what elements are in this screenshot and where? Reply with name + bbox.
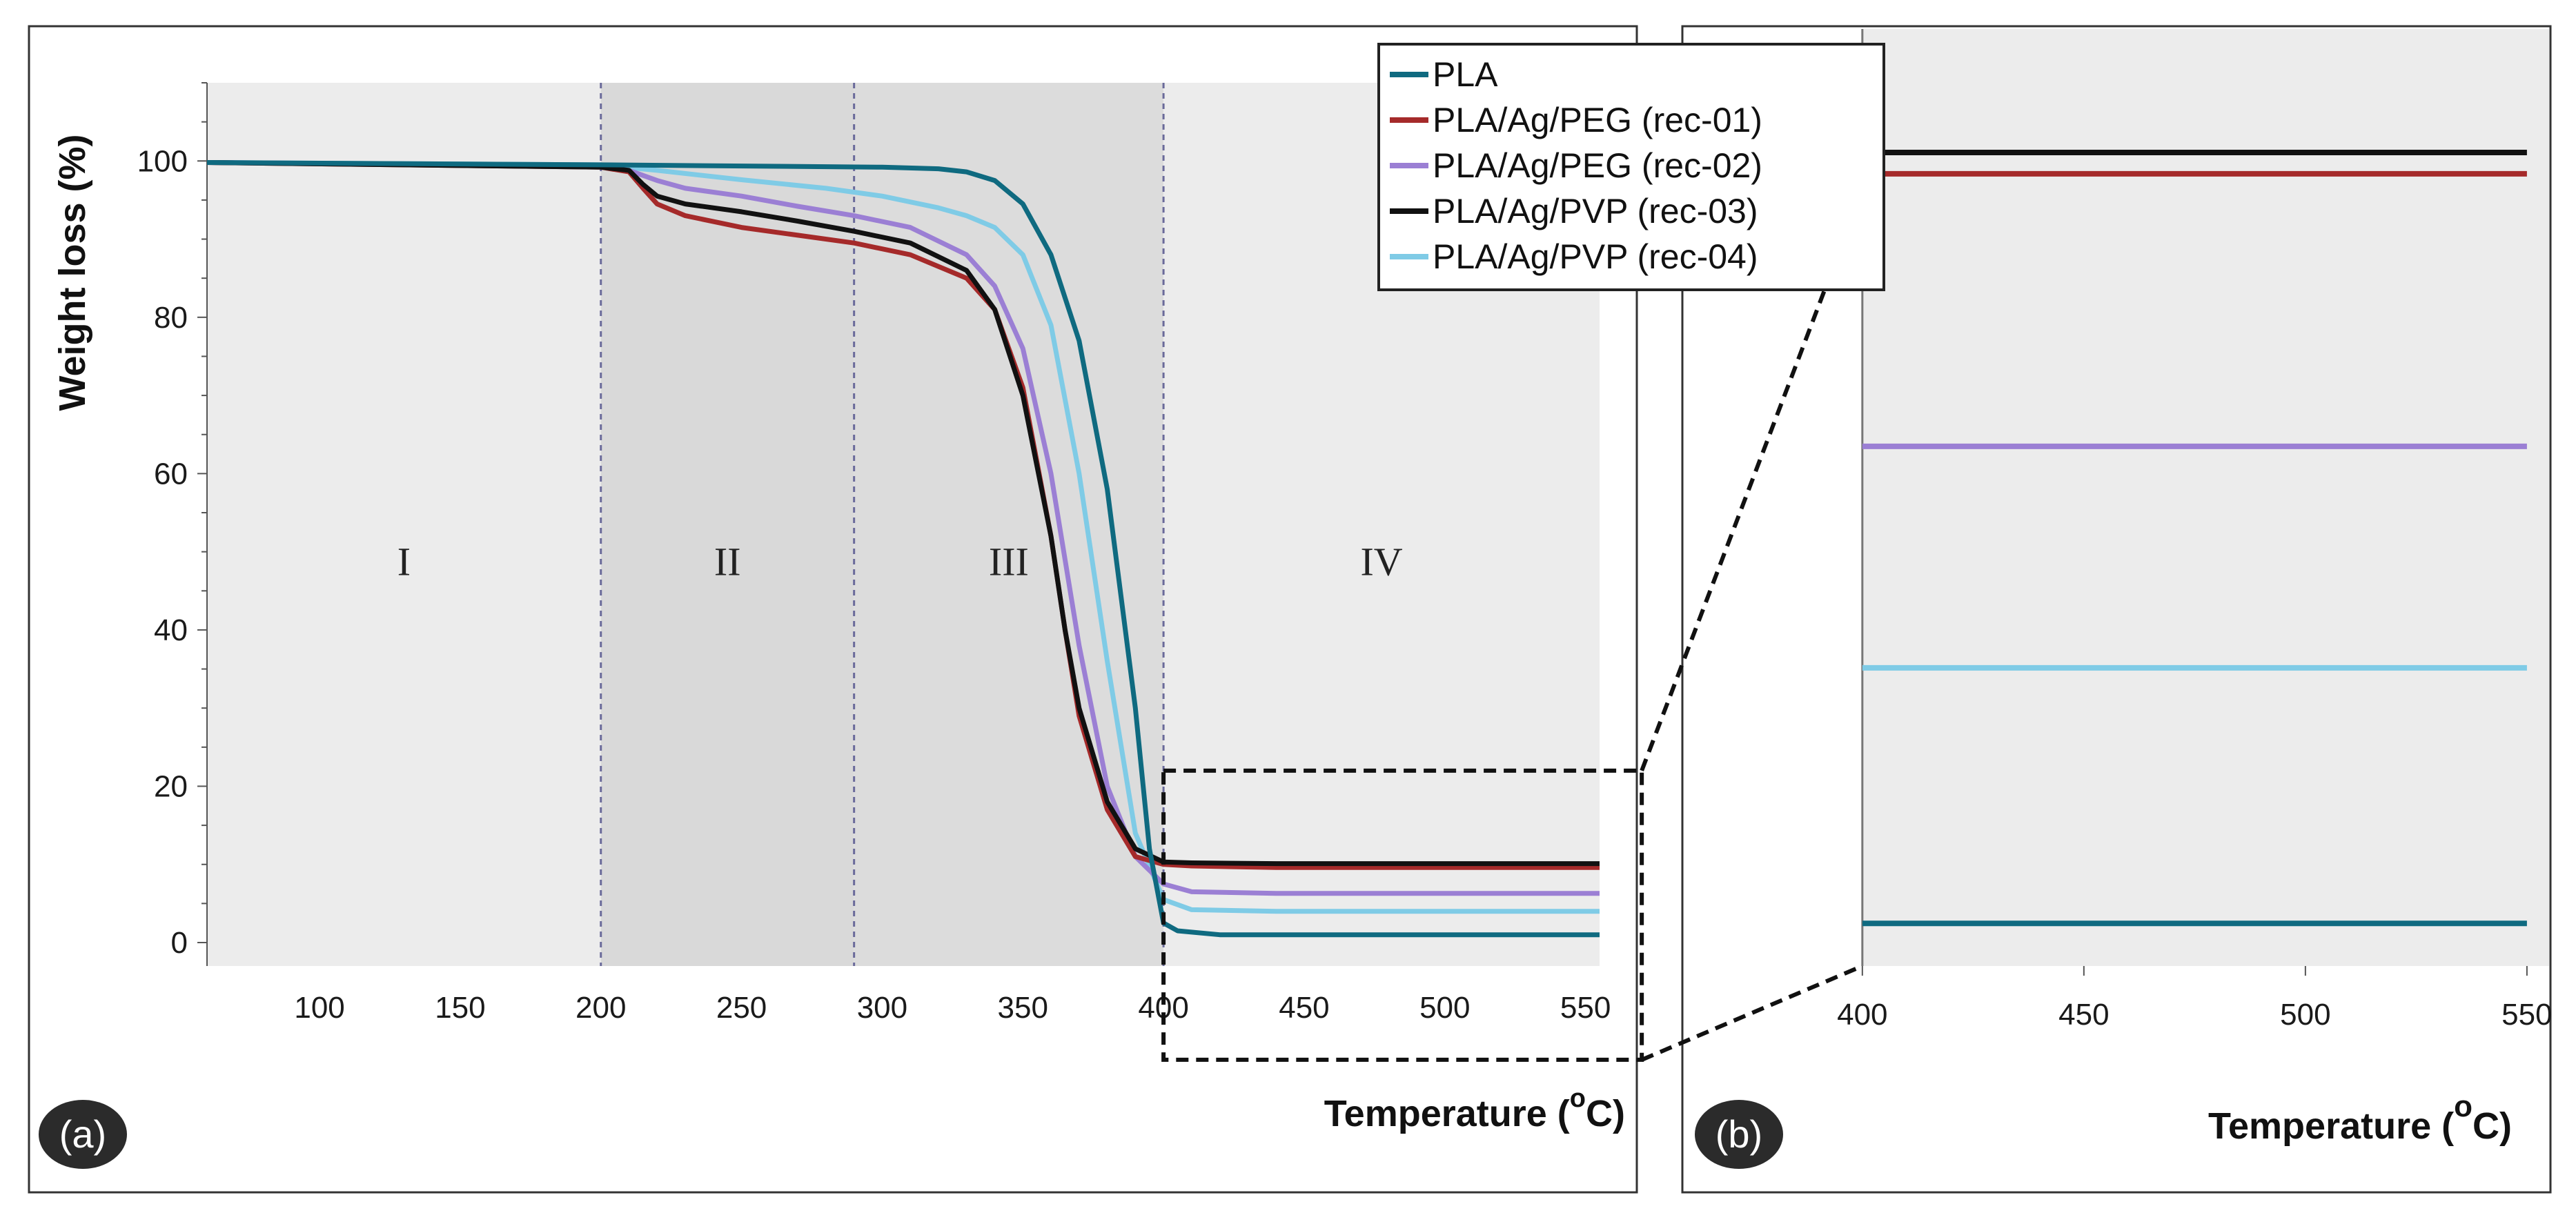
panel-b-label: (b) (1715, 1112, 1762, 1156)
legend-entries: PLA PLA/Ag/PEG (rec-01) PLA/Ag/PEG (rec-02… (1390, 55, 1762, 276)
x-tick-label: 450 (1279, 991, 1329, 1025)
zoom-connector-top (1640, 190, 1865, 771)
legend-label-pla-ag-pvp-rec-04-: PLA/Ag/PVP (rec-04) (1433, 237, 1758, 276)
panel-a-frame (28, 25, 1638, 1194)
region-labels: I II III IV (397, 540, 1403, 584)
panel-a-series (206, 160, 1600, 938)
x-tick-label: 550 (1560, 991, 1611, 1025)
y-tick-label: 80 (154, 301, 188, 335)
series-line-pla-ag-peg-rec-02- (206, 160, 1600, 896)
panel-b-x-tick-label: 400 (1837, 998, 1887, 1032)
y-tick-label: 20 (154, 769, 188, 803)
series-line-pla (206, 160, 1600, 938)
zoom-box (1161, 768, 1644, 1062)
panel-b-x-tick-label: 450 (2058, 998, 2109, 1032)
region-label-2: II (714, 540, 741, 584)
region-3-shade (854, 83, 1164, 966)
legend-box (1377, 43, 1885, 291)
x-tick-label: 150 (435, 991, 485, 1025)
region-label-1: I (397, 540, 411, 584)
y-tick-label: 100 (137, 144, 188, 178)
panel-b-x-tick-label: 500 (2280, 998, 2330, 1032)
y-tick-label: 40 (154, 613, 188, 647)
panel-b-series (1862, 150, 2527, 927)
x-tick-label: 250 (716, 991, 767, 1025)
x-tick-label: 200 (576, 991, 626, 1025)
legend-label-pla-ag-peg-rec-01-: PLA/Ag/PEG (rec-01) (1433, 101, 1762, 139)
y-tick-label: 0 (171, 926, 188, 960)
region-2-shade (600, 83, 854, 966)
x-tick-label: 100 (294, 991, 344, 1025)
panel-a-badge (39, 1100, 127, 1169)
panel-a-label: (a) (59, 1112, 106, 1156)
zoom-connector-bottom (1640, 964, 1863, 1062)
panel-b-frame (1681, 25, 2552, 1194)
region-label-3: III (989, 540, 1029, 584)
panel-b: 10400450500550 Temperature (oC) (b) (1695, 29, 2553, 1169)
legend-label-pla-ag-peg-rec-02-: PLA/Ag/PEG (rec-02) (1433, 146, 1762, 185)
panel-b-plot-area (1862, 29, 2549, 966)
x-tick-label: 350 (998, 991, 1048, 1025)
panel-b-plot (1862, 29, 2549, 966)
zoom-indicator (1161, 190, 1865, 1062)
region-label-4: IV (1360, 540, 1402, 584)
region-1-shade (207, 83, 601, 966)
legend-label-pla-ag-pvp-rec-03-: PLA/Ag/PVP (rec-03) (1433, 192, 1758, 230)
panel-b-axes: 10400450500550 (1822, 29, 2553, 1032)
panel-b-x-tick-label: 550 (2501, 998, 2552, 1032)
x-axis-title-a: Temperature (oC) (1324, 1084, 1625, 1134)
y-tick-label: 60 (154, 457, 188, 491)
x-axis-title-b: Temperature (oC) (2208, 1090, 2512, 1147)
legend-label-pla: PLA (1433, 55, 1498, 94)
panel-b-badge (1695, 1100, 1783, 1169)
legend: PLA PLA/Ag/PEG (rec-01) PLA/Ag/PEG (rec-02… (1377, 43, 1885, 291)
y-axis-title: Weight loss (%) (52, 134, 93, 411)
x-tick-label: 300 (857, 991, 907, 1025)
series-line-pla-ag-pvp-rec-04- (206, 160, 1600, 914)
x-tick-label: 500 (1419, 991, 1470, 1025)
